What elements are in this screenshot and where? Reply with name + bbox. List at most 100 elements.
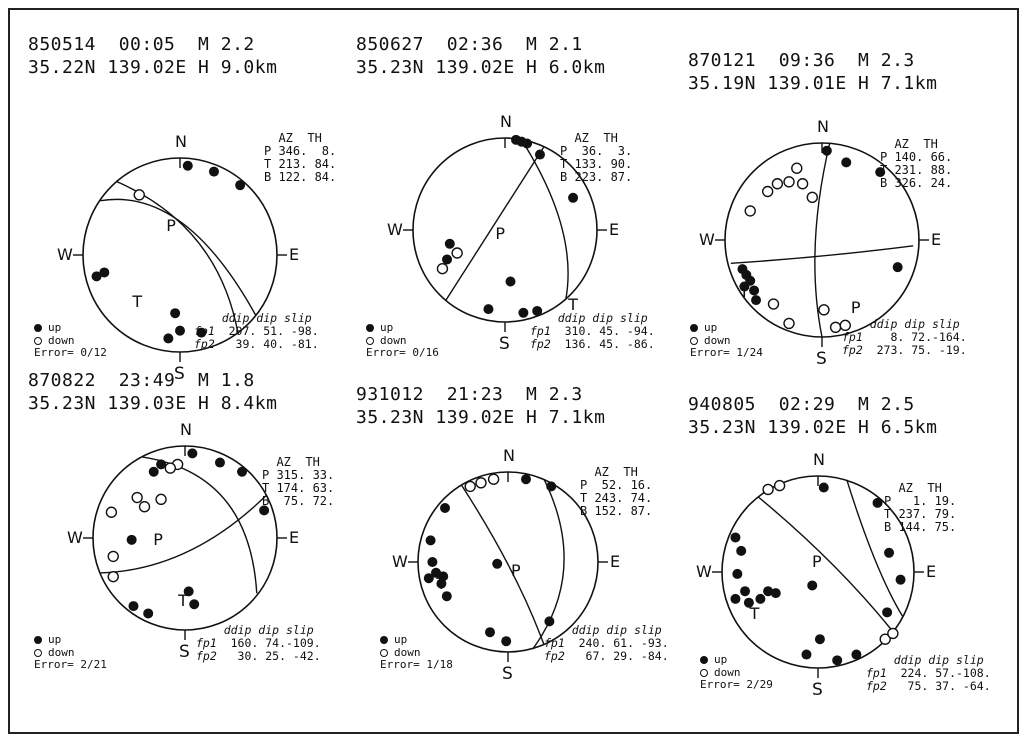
p-axis-label-931012: P: [511, 561, 521, 580]
axis-label-S-850627: S: [499, 334, 510, 354]
table-row: P 315. 33.: [262, 468, 335, 482]
table-row: P 52. 16.: [580, 478, 653, 492]
axis-label-N-850627: N: [500, 112, 512, 131]
up-dot-icon: [690, 324, 698, 332]
axis-label-S-870822: S: [179, 642, 190, 662]
up-dot-icon: [34, 324, 42, 332]
down-dot-icon: [700, 668, 708, 677]
fault-plane-header: ddip dip slip: [530, 311, 648, 325]
fp2-label: fp2: [194, 337, 229, 351]
axis-label-E-850514: E: [289, 245, 300, 264]
p-axis-label-940805: P: [812, 552, 822, 572]
up-dot-icon: [366, 324, 374, 332]
fault-plane-solution-870121: ddip dip slip fp1 8. 72.-164. fp2 273. 75.…: [842, 318, 967, 357]
fp2-values: 136. 45. -86.: [564, 337, 655, 351]
p-axis-label-870121: P: [850, 297, 861, 317]
fault-plane-header: ddip dip slip: [842, 317, 960, 331]
up-dot-icon: [34, 636, 42, 644]
axis-label-N-850514: N: [175, 132, 187, 151]
error-count: Error= 1/24: [690, 346, 763, 359]
table-row: T 237. 79.: [884, 507, 957, 521]
fault-plane-solution-870822: ddip dip slip fp1 160. 74.-109. fp2 30. 25…: [196, 624, 321, 663]
fp2-label: fp2: [544, 649, 579, 663]
t-axis-label-870822: T: [178, 590, 188, 610]
table-row: P 36. 3.: [560, 144, 633, 158]
axis-label-W-850627: W: [387, 220, 403, 239]
legend-down-label: down: [394, 645, 421, 659]
fp1-values: 240. 61. -93.: [578, 636, 669, 650]
polarity-legend-850627: up down Error= 0/16: [366, 321, 439, 360]
fp2-row: fp2 273. 75. -19.: [842, 344, 967, 357]
error-count: Error= 1/18: [380, 658, 453, 671]
table-row: B 144. 75.: [884, 520, 957, 534]
legend-down-label: down: [48, 333, 75, 347]
axis-label-E-850627: E: [609, 220, 620, 239]
fp1-values: 310. 45. -94.: [564, 324, 655, 338]
panel-header-line2-931012: 35.23N 139.02E H 7.1km: [356, 407, 606, 428]
panel-header-line1-850627: 850627 02:36 M 2.1: [356, 34, 583, 55]
axis-label-N-870121: N: [817, 117, 829, 136]
fault-plane-header: ddip dip slip: [196, 623, 314, 637]
table-row: P 140. 66.: [880, 150, 953, 164]
legend-down-label: down: [714, 665, 741, 679]
fault-plane-solution-850514: ddip dip slip fp1 207. 51. -98. fp2 39. 40…: [194, 312, 319, 351]
axis-label-W-931012: W: [392, 552, 408, 571]
fp2-row: fp2 136. 45. -86.: [530, 338, 655, 351]
fp1-label: fp1: [842, 330, 877, 344]
axis-label-W-850514: W: [57, 245, 73, 264]
axis-label-S-940805: S: [812, 680, 823, 700]
table-header: AZ TH: [580, 465, 638, 479]
fp2-values: 39. 40. -81.: [228, 337, 319, 351]
axis-label-E-870121: E: [931, 230, 942, 249]
fp1-values: 207. 51. -98.: [228, 324, 319, 338]
principal-axes-table-870121: AZ TH P 140. 66. T 231. 88. B 326. 24.: [880, 138, 952, 190]
panel-header-line1-870121: 870121 09:36 M 2.3: [688, 50, 915, 71]
fp1-label: fp1: [194, 324, 229, 338]
panel-header-line1-931012: 931012 21:23 M 2.3: [356, 384, 583, 405]
fp2-label: fp2: [842, 343, 877, 357]
fault-plane-header: ddip dip slip: [194, 311, 312, 325]
polarity-legend-940805: up down Error= 2/29: [700, 653, 773, 692]
axis-label-S-931012: S: [502, 664, 513, 684]
fp1-row: fp1 207. 51. -98.: [194, 325, 319, 338]
axis-label-N-870822: N: [180, 420, 192, 439]
table-row: T 174. 63.: [262, 481, 335, 495]
error-count: Error= 0/12: [34, 346, 107, 359]
fp1-label: fp1: [544, 636, 579, 650]
table-row: P 346. 8.: [264, 144, 337, 158]
t-axis-label-940805: T: [749, 604, 760, 624]
panel-header-line2-870822: 35.23N 139.03E H 8.4km: [28, 393, 278, 414]
axis-label-E-940805: E: [926, 562, 937, 581]
table-row: B 75. 72.: [262, 494, 335, 508]
polarity-legend-870822: up down Error= 2/21: [34, 633, 107, 672]
down-dot-icon: [380, 648, 388, 657]
legend-up-label: up: [704, 321, 718, 334]
p-axis-label-850627: P: [495, 223, 505, 243]
p-axis-label-870822: P: [153, 529, 163, 549]
legend-up-label: up: [380, 321, 394, 334]
fault-plane-solution-931012: ddip dip slip fp1 240. 61. -93. fp2 67. 29…: [544, 624, 669, 663]
legend-down-label: down: [380, 333, 407, 347]
t-axis-label-850514: T: [132, 291, 143, 311]
table-row: B 223. 87.: [560, 170, 633, 184]
table-row: T 133. 90.: [560, 157, 633, 171]
fp2-values: 67. 29. -84.: [578, 649, 669, 663]
fp1-row: fp1 310. 45. -94.: [530, 325, 655, 338]
fp1-row: fp1 240. 61. -93.: [544, 637, 669, 650]
fault-plane-header: ddip dip slip: [544, 623, 662, 637]
t-axis-label-931012: T: [436, 573, 447, 593]
fp2-row: fp2 67. 29. -84.: [544, 650, 669, 663]
fp1-row: fp1 8. 72.-164.: [842, 331, 967, 344]
up-dot-icon: [700, 656, 708, 664]
fp2-values: 75. 37. -64.: [900, 679, 991, 693]
axis-label-W-940805: W: [696, 562, 712, 581]
fp2-row: fp2 75. 37. -64.: [866, 680, 991, 693]
table-row: B 326. 24.: [880, 176, 953, 190]
down-dot-icon: [690, 336, 698, 345]
fp2-row: fp2 30. 25. -42.: [196, 650, 321, 663]
down-dot-icon: [34, 336, 42, 345]
panel-header-line2-940805: 35.23N 139.02E H 6.5km: [688, 417, 938, 438]
fp1-label: fp1: [866, 666, 901, 680]
table-row: T 243. 74.: [580, 491, 653, 505]
fp2-values: 30. 25. -42.: [230, 649, 321, 663]
